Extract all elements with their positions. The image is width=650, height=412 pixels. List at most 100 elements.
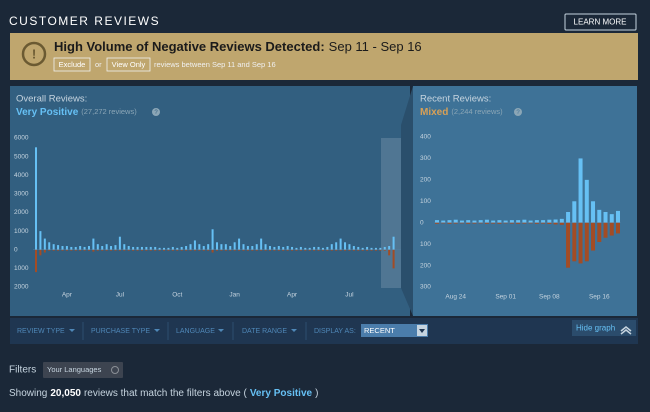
y-tick-label: 2000	[14, 209, 29, 216]
exclude-button[interactable]	[53, 57, 91, 72]
bar	[127, 246, 130, 250]
learn-more-label: LEARN MORE	[574, 18, 627, 27]
remove-filter-icon[interactable]	[111, 366, 119, 374]
bar	[255, 244, 258, 250]
y-tick-label: 6000	[14, 135, 29, 142]
bar	[282, 246, 285, 250]
bar	[388, 246, 391, 250]
bar	[43, 249, 46, 253]
bar	[132, 249, 135, 251]
bar	[478, 220, 483, 223]
bar	[344, 242, 347, 250]
bar	[193, 240, 196, 250]
bar	[198, 244, 201, 250]
bar	[96, 249, 99, 251]
bar	[591, 201, 596, 223]
bar	[238, 249, 241, 251]
bar	[79, 246, 82, 250]
bar	[516, 220, 521, 223]
y-tick-label: 2000	[14, 284, 29, 291]
bar	[509, 222, 514, 224]
bar	[145, 246, 148, 250]
bar	[339, 238, 342, 250]
bar	[48, 249, 51, 251]
display-as-select[interactable]	[361, 324, 428, 337]
bar	[379, 249, 382, 251]
bar	[357, 246, 360, 250]
bar	[352, 249, 355, 251]
purchase-type-dropdown[interactable]: PURCHASE TYPE	[91, 328, 150, 335]
bar	[110, 246, 113, 250]
dropdown-arrow	[69, 329, 75, 332]
bar	[330, 244, 333, 250]
recent-summary: Mixed (2,244 reviews)	[420, 107, 503, 118]
x-tick-label: Apr	[287, 292, 298, 299]
bar	[180, 246, 183, 250]
bar	[553, 222, 558, 225]
view-only-button[interactable]	[106, 57, 151, 72]
language-dropdown[interactable]: LANGUAGE	[176, 328, 215, 335]
display-as-value: RECENT	[364, 326, 395, 335]
overall-label: Overall Reviews:	[16, 94, 87, 105]
bar	[392, 236, 395, 250]
dropdown-arrow	[154, 329, 160, 332]
bar	[149, 246, 152, 250]
bar	[202, 246, 205, 250]
bar	[246, 246, 249, 250]
recent-help: ?	[516, 110, 520, 116]
bar	[497, 222, 502, 224]
review-type-dropdown[interactable]: REVIEW TYPE	[17, 328, 65, 335]
bar	[140, 246, 143, 250]
bar	[484, 219, 489, 223]
bar	[92, 249, 95, 252]
bar	[216, 242, 218, 250]
banner-heading: High Volume of Negative Reviews Detected…	[54, 39, 422, 54]
bar	[154, 249, 157, 251]
language-filter-tag[interactable]	[43, 362, 123, 378]
y-tick-label: 1000	[14, 228, 29, 235]
bar	[61, 246, 64, 250]
overall-help-icon[interactable]	[152, 108, 160, 116]
summary-count: 20,050	[50, 388, 81, 399]
bar	[308, 249, 311, 251]
bar	[313, 249, 316, 251]
bar	[335, 249, 338, 251]
bar	[224, 249, 227, 251]
bar	[220, 249, 223, 251]
bar	[286, 249, 289, 251]
bar	[83, 246, 86, 250]
bar	[370, 247, 373, 250]
hide-graph-button[interactable]	[572, 320, 636, 336]
bar	[388, 249, 391, 256]
bar	[185, 246, 188, 250]
bar	[291, 249, 294, 251]
bar	[286, 246, 289, 250]
bar	[584, 222, 589, 262]
or-text: or	[95, 60, 102, 69]
bar	[207, 249, 210, 251]
bar	[616, 210, 620, 223]
bar	[392, 249, 395, 269]
bar	[603, 212, 608, 223]
bar	[163, 249, 166, 251]
x-tick-label: Jan	[229, 292, 240, 299]
panel-connector	[401, 86, 413, 316]
y-tick-label: 0	[420, 219, 424, 226]
learn-more-button[interactable]	[564, 13, 637, 31]
bar	[478, 222, 483, 224]
bar	[185, 249, 188, 251]
recent-help-icon[interactable]	[514, 108, 522, 116]
bar	[313, 246, 316, 250]
bar	[114, 245, 117, 250]
bar	[484, 222, 489, 224]
bar	[61, 249, 64, 251]
bar	[52, 249, 55, 251]
bar	[154, 246, 157, 250]
filters-label: Filters	[9, 365, 36, 376]
bar	[251, 246, 254, 250]
y-tick-label: 400	[420, 134, 431, 141]
bar	[264, 249, 267, 251]
date-range-dropdown[interactable]: DATE RANGE	[242, 328, 287, 335]
bar	[189, 249, 192, 251]
bar	[597, 209, 602, 223]
